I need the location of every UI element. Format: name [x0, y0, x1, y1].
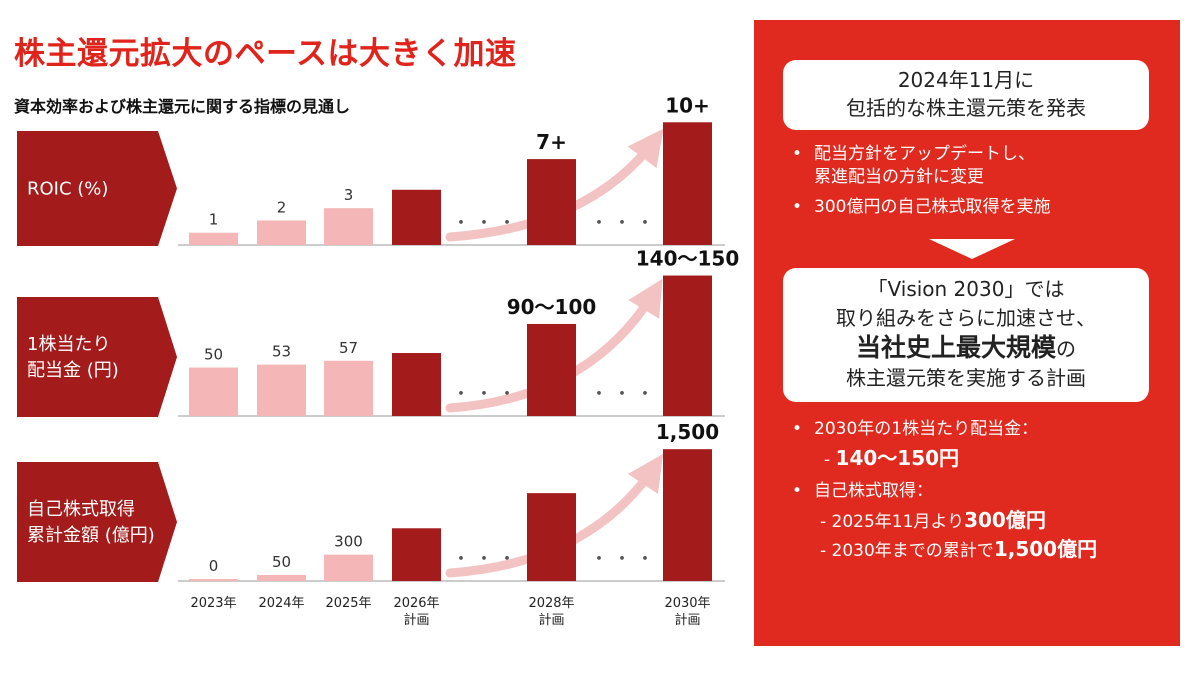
page-title: 株主還元拡大のペースは大きく加速 [14, 36, 517, 72]
dividend-target: - 140〜150円 [824, 446, 960, 470]
dividend-target-value: 140〜150円 [835, 446, 960, 470]
x-tick-label: 計画 [674, 612, 700, 628]
bullet-icon: • [792, 144, 803, 164]
buyback-value: 300億円 [964, 508, 1046, 532]
ellipsis-dots: ・・・ [452, 213, 521, 234]
ellipsis-dots: ・・・ [590, 213, 659, 234]
data-label: 53 [272, 343, 291, 361]
data-label: 300 [334, 533, 363, 551]
bar [663, 122, 712, 245]
bar [257, 575, 306, 581]
row-label-chevron [17, 131, 177, 246]
x-tick-label: 2024年 [258, 596, 304, 611]
bar [392, 353, 441, 416]
row-label-chevron [17, 462, 177, 582]
row-label-text: 自己株式取得 [27, 499, 135, 520]
data-label: 0 [209, 557, 219, 575]
x-tick-label: 2028年 [528, 596, 574, 611]
data-label: 7+ [536, 130, 567, 154]
data-label: 3 [344, 186, 354, 204]
bullet-text: 300億円の自己株式取得を実施 [814, 197, 1051, 217]
data-label: 90〜100 [507, 295, 597, 319]
bar [663, 275, 712, 416]
bar [189, 232, 238, 245]
row-label-text: ROIC (%) [27, 179, 108, 200]
data-label: 10+ [665, 93, 710, 117]
ellipsis-dots: ・・・ [590, 549, 659, 570]
ellipsis-dots: ・・・ [452, 549, 521, 570]
ellipsis-dots: ・・・ [590, 384, 659, 405]
row-label-chevron [17, 297, 177, 417]
x-tick-label: 2030年 [664, 596, 710, 611]
x-tick-label: 計画 [538, 612, 564, 628]
data-label: 50 [272, 553, 291, 571]
x-tick-label: 2025年 [325, 596, 371, 611]
down-arrow-icon [929, 239, 1015, 259]
announcement-line: 2024年11月に [897, 68, 1035, 92]
vision-line: の [1056, 337, 1076, 361]
x-tick-label: 計画 [403, 612, 429, 628]
bullet-text: 2030年の1株当たり配当金： [814, 419, 1039, 439]
x-tick-label: 2026年 [393, 596, 439, 611]
bar [527, 323, 576, 416]
bar [324, 360, 373, 416]
bar [527, 159, 576, 245]
bar [189, 579, 238, 581]
buyback-item: - 2025年11月より300億円 [820, 508, 1046, 532]
data-label: 1,500 [656, 420, 719, 444]
bullet-icon: • [792, 197, 803, 217]
vision-highlight: 当社史上最大規模 [855, 333, 1056, 362]
bar [663, 449, 712, 581]
bullet-text: 累進配当の方針に変更 [814, 167, 984, 187]
data-label: 50 [204, 346, 223, 364]
x-tick-label: 2023年 [190, 596, 236, 611]
vision-box: 「Vision 2030」では 取り組みをさらに加速させ、 当社史上最大規模の … [783, 268, 1149, 402]
ellipsis-dots: ・・・ [452, 384, 521, 405]
row-label-text: 1株当たり [27, 334, 110, 355]
bar [527, 493, 576, 581]
data-label: 57 [339, 339, 358, 357]
vision-line: 「Vision 2030」では [867, 277, 1065, 301]
bar [392, 189, 441, 245]
summary-panel: 2024年11月に 包括的な株主還元策を発表 • 配当方針をアップデートし、 累… [754, 20, 1180, 646]
buyback-item: - 2030年までの累計で1,500億円 [820, 537, 1098, 561]
bar [324, 554, 373, 581]
buyback-value: 1,500億円 [993, 537, 1098, 561]
announcement-box: 2024年11月に 包括的な株主還元策を発表 [783, 60, 1149, 130]
row-label-text: 累計金額 (億円) [27, 525, 155, 546]
announcement-line: 包括的な株主還元策を発表 [846, 96, 1086, 120]
bullet-text: 配当方針をアップデートし、 [814, 144, 1035, 164]
bar [189, 367, 238, 416]
data-label: 2 [277, 198, 287, 216]
bar [257, 364, 306, 416]
bullet-icon: • [792, 481, 803, 501]
bar [392, 528, 441, 581]
chart-subtitle: 資本効率および株主還元に関する指標の見通し [14, 97, 351, 116]
bar [324, 208, 373, 245]
data-label: 140〜150 [636, 247, 740, 271]
data-label: 1 [209, 211, 219, 229]
row-label-text: 配当金 (円) [27, 360, 119, 381]
bullet-icon: • [792, 419, 803, 439]
vision-line: 取り組みをさらに加速させ、 [836, 306, 1096, 330]
bar [257, 220, 306, 245]
vision-line: 株主還元策を実施する計画 [846, 366, 1086, 390]
bullet-text: 自己株式取得： [814, 481, 933, 501]
